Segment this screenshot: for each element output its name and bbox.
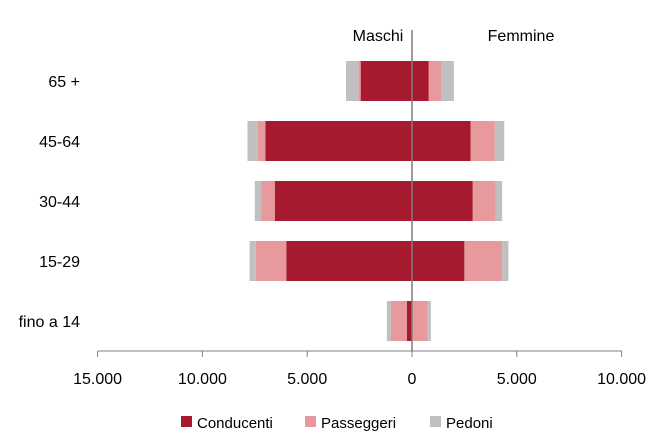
bar-maschi-pedoni bbox=[247, 121, 257, 161]
bar-maschi-conducenti bbox=[265, 121, 412, 161]
bar-maschi-passeggeri bbox=[359, 61, 361, 101]
group-label-maschi: Maschi bbox=[353, 28, 404, 45]
bar-maschi-pedoni bbox=[387, 301, 391, 341]
bar-maschi-conducenti bbox=[361, 61, 412, 101]
bar-femmine-conducenti bbox=[412, 61, 429, 101]
bar-maschi-passeggeri bbox=[261, 181, 275, 221]
bar-maschi-conducenti bbox=[407, 301, 412, 341]
category-label: 45-64 bbox=[39, 134, 80, 151]
legend-swatch-conducenti bbox=[181, 416, 192, 427]
bars-layer bbox=[247, 61, 508, 341]
x-tick-label: 10.000 bbox=[597, 371, 646, 388]
legend-label-conducenti: Conducenti bbox=[197, 415, 273, 432]
legend-label-pedoni: Pedoni bbox=[446, 415, 493, 432]
bar-maschi-conducenti bbox=[286, 241, 412, 281]
bar-maschi-conducenti bbox=[275, 181, 412, 221]
category-label: 15-29 bbox=[39, 254, 80, 271]
group-label-femmine: Femmine bbox=[488, 28, 555, 45]
bar-femmine-passeggeri bbox=[473, 181, 496, 221]
bar-femmine-passeggeri bbox=[412, 301, 428, 341]
bar-femmine-conducenti bbox=[412, 241, 464, 281]
bar-femmine-passeggeri bbox=[464, 241, 502, 281]
bar-femmine-pedoni bbox=[441, 61, 454, 101]
category-label: 65 + bbox=[48, 74, 80, 91]
bar-maschi-pedoni bbox=[250, 241, 256, 281]
bar-femmine-passeggeri bbox=[429, 61, 442, 101]
category-label: 30-44 bbox=[39, 194, 80, 211]
legend: Conducenti Passeggeri Pedoni bbox=[181, 415, 493, 432]
bar-femmine-passeggeri bbox=[471, 121, 495, 161]
legend-swatch-passeggeri bbox=[305, 416, 316, 427]
bar-maschi-passeggeri bbox=[258, 121, 265, 161]
x-tick-label: 5.000 bbox=[497, 371, 537, 388]
bar-maschi-passeggeri bbox=[256, 241, 286, 281]
bar-femmine-conducenti bbox=[412, 181, 473, 221]
bar-femmine-conducenti bbox=[412, 121, 471, 161]
bar-femmine-pedoni bbox=[496, 181, 502, 221]
category-label: fino a 14 bbox=[19, 314, 80, 331]
x-tick-label: 10.000 bbox=[178, 371, 227, 388]
bar-femmine-pedoni bbox=[428, 301, 431, 341]
x-tick-label: 5.000 bbox=[287, 371, 327, 388]
x-tick-label: 0 bbox=[408, 371, 417, 388]
legend-swatch-pedoni bbox=[430, 416, 441, 427]
bar-maschi-pedoni bbox=[346, 61, 359, 101]
bar-femmine-pedoni bbox=[495, 121, 504, 161]
bar-maschi-pedoni bbox=[255, 181, 261, 221]
bar-maschi-passeggeri bbox=[391, 301, 407, 341]
legend-label-passeggeri: Passeggeri bbox=[321, 415, 396, 432]
bar-femmine-pedoni bbox=[502, 241, 508, 281]
x-tick-label: 15.000 bbox=[73, 371, 122, 388]
